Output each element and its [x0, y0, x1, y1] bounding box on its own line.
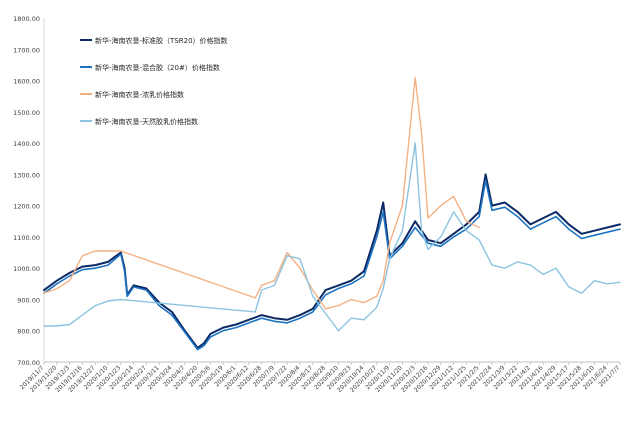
series-line-3: [43, 76, 480, 310]
y-tick-label: 1400.00: [13, 140, 40, 148]
y-tick-label: 800.00: [17, 328, 40, 336]
y-axis-ticks: 700.00 800.00 900.00 1000.00 1100.00 1200.00 1…: [13, 15, 40, 367]
series-lines: [43, 76, 621, 351]
series-line-2: [43, 179, 621, 351]
y-tick-label: 1100.00: [13, 234, 40, 242]
axes: [43, 18, 620, 363]
legend-label-1: 新华-海南农垦-标准胶（TSR20）价格指数: [95, 36, 228, 45]
legend-label-4: 新华-海南农垦-天然胶乳价格指数: [95, 117, 198, 126]
y-tick-label: 1300.00: [13, 171, 40, 179]
y-tick-label: 1800.00: [13, 15, 40, 23]
y-tick-label: 1200.00: [13, 203, 40, 211]
y-tick-label: 900.00: [17, 296, 40, 304]
legend-label-3: 新华-海南农垦-浓乳价格指数: [95, 90, 184, 99]
series-line-4: [43, 142, 621, 332]
legend: 新华-海南农垦-标准胶（TSR20）价格指数新华-海南农垦-混合胶（20#）价格…: [80, 36, 228, 126]
y-tick-label: 1600.00: [13, 78, 40, 86]
y-tick-label: 1000.00: [13, 265, 40, 273]
legend-label-2: 新华-海南农垦-混合胶（20#）价格指数: [95, 63, 220, 72]
y-tick-label: 1500.00: [13, 109, 40, 117]
y-tick-label: 1700.00: [13, 46, 40, 54]
series-line-1: [43, 173, 621, 349]
x-axis-ticks: 2019/11/72019/11/202019/12/32019/12/1620…: [19, 362, 622, 394]
y-tick-label: 700.00: [17, 359, 40, 367]
